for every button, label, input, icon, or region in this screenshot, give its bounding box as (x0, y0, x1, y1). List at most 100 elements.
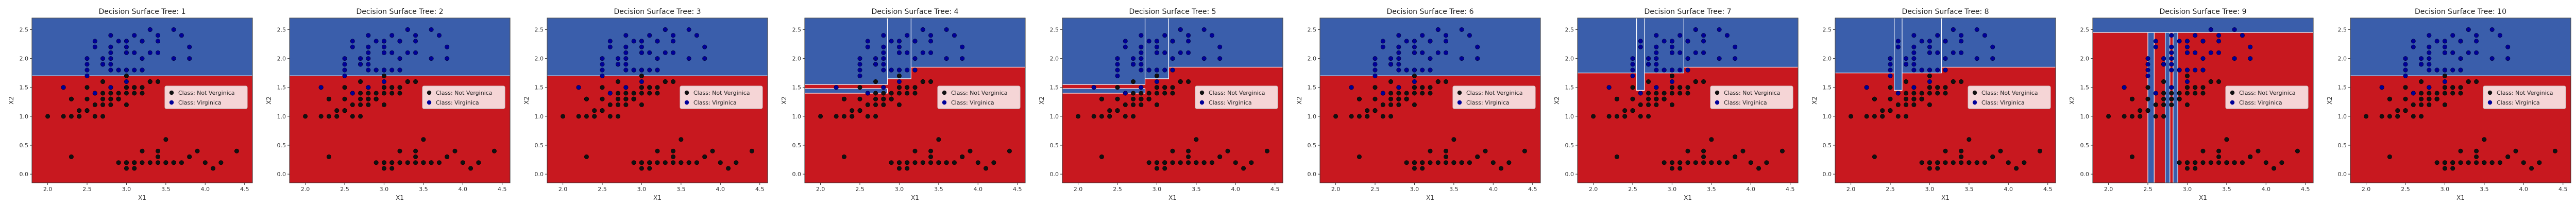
point-not-virginica-72 (1435, 79, 1440, 84)
point-virginica-28 (702, 56, 707, 61)
point-virginica-42 (1412, 67, 1417, 73)
point-not-virginica-29 (1685, 85, 1690, 90)
point-virginica-41 (156, 39, 161, 44)
point-not-virginica-10 (647, 166, 652, 171)
point-not-virginica-17 (1951, 160, 1956, 165)
point-not-virginica-6 (710, 148, 715, 153)
point-not-virginica-9 (631, 160, 636, 165)
point-not-virginica-58 (2419, 102, 2424, 107)
point-not-virginica-13 (1748, 160, 1753, 165)
point-not-virginica-24 (140, 148, 145, 153)
point-virginica-39 (896, 39, 902, 44)
point-not-virginica-28 (140, 91, 145, 96)
point-virginica-46 (1459, 56, 1464, 61)
point-virginica-22 (140, 67, 145, 73)
x-tick-label: 2.5 (1628, 186, 1637, 193)
point-virginica-34 (389, 50, 395, 55)
point-not-virginica-43 (389, 91, 395, 96)
point-not-virginica-19 (1459, 160, 1464, 165)
point-virginica-14 (1911, 33, 1917, 38)
y-tick-label: 2.5 (277, 26, 286, 33)
point-not-virginica-24 (1170, 148, 1175, 153)
point-not-virginica-44 (1669, 85, 1674, 90)
point-not-virginica-53 (124, 91, 129, 96)
point-not-virginica-25 (381, 160, 386, 165)
point-not-virginica-66 (1646, 96, 1651, 101)
point-virginica-50 (1209, 33, 1214, 38)
region-virginica-3 (2165, 32, 2171, 183)
point-not-virginica-14 (234, 148, 239, 153)
y-tick-label: 2.0 (1565, 56, 1574, 62)
point-not-virginica-54 (881, 91, 886, 96)
point-virginica-40 (1115, 62, 1120, 67)
point-virginica-38 (147, 27, 152, 32)
point-virginica-30 (865, 91, 870, 96)
point-not-virginica-53 (639, 91, 644, 96)
point-virginica-41 (2216, 39, 2222, 44)
point-virginica-39 (124, 39, 129, 44)
point-not-virginica-23 (1357, 154, 1362, 159)
x-tick-label: 4.0 (1231, 186, 1241, 193)
point-not-virginica-57 (77, 108, 82, 113)
point-virginica-12 (896, 50, 902, 55)
region-virginica-4 (1636, 18, 1645, 91)
point-not-virginica-58 (873, 102, 878, 107)
y-tick-label: 2.0 (792, 56, 802, 62)
point-not-virginica-19 (429, 160, 434, 165)
point-not-virginica-69 (2145, 108, 2150, 113)
point-not-virginica-29 (655, 85, 660, 90)
y-tick-label: 1.5 (2080, 84, 2090, 91)
point-virginica-47 (413, 50, 418, 55)
point-virginica-17 (1990, 44, 1995, 49)
x-tick-label: 4.0 (1747, 186, 1756, 193)
point-virginica-27 (1139, 62, 1144, 67)
point-not-virginica-7 (1444, 154, 1449, 159)
point-not-virginica-37 (100, 91, 106, 96)
point-not-virginica-22 (1709, 137, 1714, 142)
legend-marker-virginica (1457, 100, 1462, 105)
y-axis-label: X2 (781, 96, 788, 105)
y-tick-label: 1.0 (1308, 113, 1317, 120)
point-virginica-35 (1420, 33, 1425, 38)
point-virginica-36 (616, 62, 621, 67)
point-virginica-48 (374, 39, 379, 44)
point-not-virginica-8 (1444, 160, 1449, 165)
point-not-virginica-16 (1733, 154, 1738, 159)
point-not-virginica-62 (841, 96, 846, 101)
y-tick-label: 2.5 (1823, 26, 1832, 33)
point-not-virginica-59 (1646, 79, 1651, 84)
point-not-virginica-7 (156, 154, 161, 159)
point-virginica-47 (156, 50, 161, 55)
point-not-virginica-71 (2138, 114, 2143, 119)
chart-title: Decision Surface Tree: 8 (1902, 8, 1989, 16)
point-virginica-39 (639, 39, 644, 44)
point-virginica-9 (1717, 27, 1722, 32)
point-not-virginica-14 (2552, 148, 2557, 153)
point-virginica-46 (2489, 56, 2495, 61)
point-virginica-49 (100, 56, 106, 61)
point-not-virginica-44 (639, 85, 644, 90)
point-virginica-44 (1911, 85, 1917, 90)
point-not-virginica-57 (592, 108, 597, 113)
point-not-virginica-54 (1911, 91, 1917, 96)
point-not-virginica-11 (1467, 160, 1472, 165)
point-virginica-42 (124, 67, 129, 73)
legend-marker-not-virginica (942, 90, 947, 95)
point-virginica-6 (600, 73, 605, 78)
point-virginica-27 (1654, 62, 1659, 67)
point-not-virginica-8 (156, 160, 161, 165)
point-virginica-30 (607, 91, 613, 96)
point-virginica-41 (928, 39, 934, 44)
y-axis-label: X2 (1038, 96, 1045, 105)
point-not-virginica-10 (389, 166, 395, 171)
legend-label: Class: Virginica (178, 99, 222, 106)
point-virginica-7 (2434, 67, 2439, 73)
point-not-virginica-18 (1967, 160, 1972, 165)
point-not-virginica-17 (2208, 160, 2213, 165)
point-not-virginica-45 (1646, 114, 1651, 119)
point-not-virginica-23 (584, 154, 589, 159)
point-not-virginica-63 (84, 96, 90, 101)
point-not-virginica-50 (1115, 85, 1120, 90)
legend: Class: Not Verginica Class: Virginica (680, 85, 763, 109)
point-virginica-47 (1444, 50, 1449, 55)
